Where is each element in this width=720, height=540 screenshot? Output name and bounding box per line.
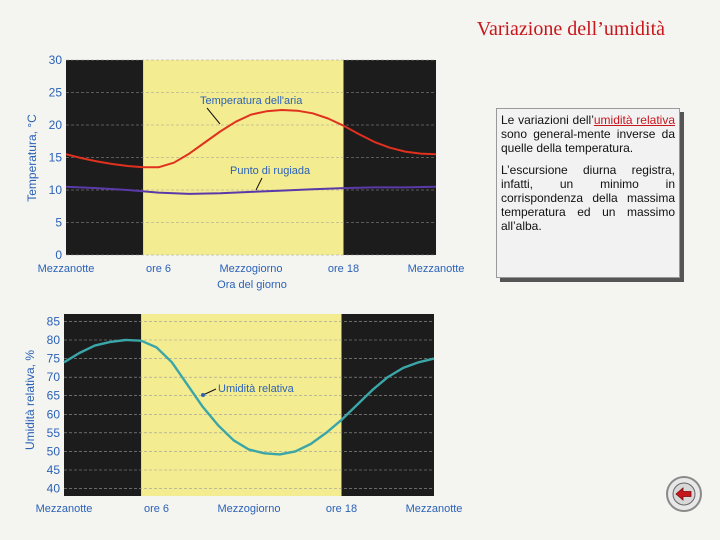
paragraph-2: L’escursione diurna registra, infatti, u… xyxy=(501,163,675,233)
y-tick-labels: 40 45 50 55 60 65 70 75 80 85 xyxy=(47,314,61,495)
series-label-dewpoint: Punto di rugiada xyxy=(230,165,311,177)
x-tick-label: ore 6 xyxy=(146,263,171,275)
slide-title: Variazione dell’umidità xyxy=(476,18,665,40)
series-line-1 xyxy=(65,185,437,195)
x-tick-label: ore 18 xyxy=(328,263,359,275)
series-label-humidity-pointer xyxy=(202,388,217,396)
y-tick-label: 65 xyxy=(47,389,61,403)
y-tick-labels: 0 5 10 15 20 25 30 xyxy=(49,53,63,262)
y-tick-label: 70 xyxy=(47,370,61,384)
x-tick-label: Mezzanotte xyxy=(406,503,463,515)
y-tick-label: 80 xyxy=(47,333,61,347)
y-axis-label: Temperatura, °C xyxy=(25,114,39,202)
y-tick-label: 30 xyxy=(49,53,63,67)
y-tick-label: 5 xyxy=(55,216,62,230)
y-tick-label: 15 xyxy=(49,151,63,165)
x-tick-label: ore 18 xyxy=(326,503,357,515)
daylight-band xyxy=(141,314,342,496)
y-tick-label: 0 xyxy=(55,248,62,262)
y-tick-label: 85 xyxy=(47,314,61,328)
y-tick-label: 60 xyxy=(47,407,61,421)
y-tick-label: 55 xyxy=(47,426,61,440)
back-button[interactable] xyxy=(666,476,702,512)
y-tick-label: 40 xyxy=(47,482,61,496)
x-tick-labels: Mezzanotte ore 6 Mezzogiorno ore 18 Mezzanot… xyxy=(38,263,465,275)
y-axis-label: Umidità relativa, % xyxy=(23,350,37,450)
x-tick-label: Mezzanotte xyxy=(38,263,95,275)
temperature-chart: 0 5 10 15 20 25 30 Mezzanotte ore 6 Mezzogiorno o… xyxy=(25,53,465,291)
y-tick-label: 20 xyxy=(49,118,63,132)
series-label-humidity-dot xyxy=(201,393,205,397)
y-tick-label: 45 xyxy=(47,463,61,477)
series-label-dewpoint-pointer xyxy=(255,177,263,191)
paragraph-1: Le variazioni dell’umidità relativa sono… xyxy=(501,113,675,155)
y-tick-label: 10 xyxy=(49,183,63,197)
x-tick-label: Mezzanotte xyxy=(36,503,93,515)
x-tick-label: Mezzogiorno xyxy=(218,503,281,515)
series-lines xyxy=(65,109,437,195)
x-tick-labels: Mezzanotte ore 6 Mezzogiorno ore 18 Mezzanot… xyxy=(36,503,463,515)
series-label-humidity: Umidità relativa xyxy=(218,383,295,395)
explanation-box: Le variazioni dell’umidità relativa sono… xyxy=(496,108,680,278)
highlight-umidita-relativa: umidità relativa xyxy=(593,113,675,127)
y-tick-label: 50 xyxy=(47,444,61,458)
grid-lines xyxy=(66,59,436,256)
back-arrow-icon xyxy=(672,482,696,506)
series-label-temperature: Temperatura dell'aria xyxy=(200,95,303,107)
series-label-temperature-pointer xyxy=(206,107,221,125)
x-axis-label: Ora del giorno xyxy=(217,279,287,291)
plot-background xyxy=(64,314,434,496)
series-line-0 xyxy=(65,109,437,169)
y-tick-label: 75 xyxy=(47,352,61,366)
x-tick-label: ore 6 xyxy=(144,503,169,515)
series-lines xyxy=(63,338,435,456)
series-line-0 xyxy=(63,338,435,456)
x-tick-label: Mezzogiorno xyxy=(220,263,283,275)
x-tick-label: Mezzanotte xyxy=(408,263,465,275)
y-tick-label: 25 xyxy=(49,86,63,100)
